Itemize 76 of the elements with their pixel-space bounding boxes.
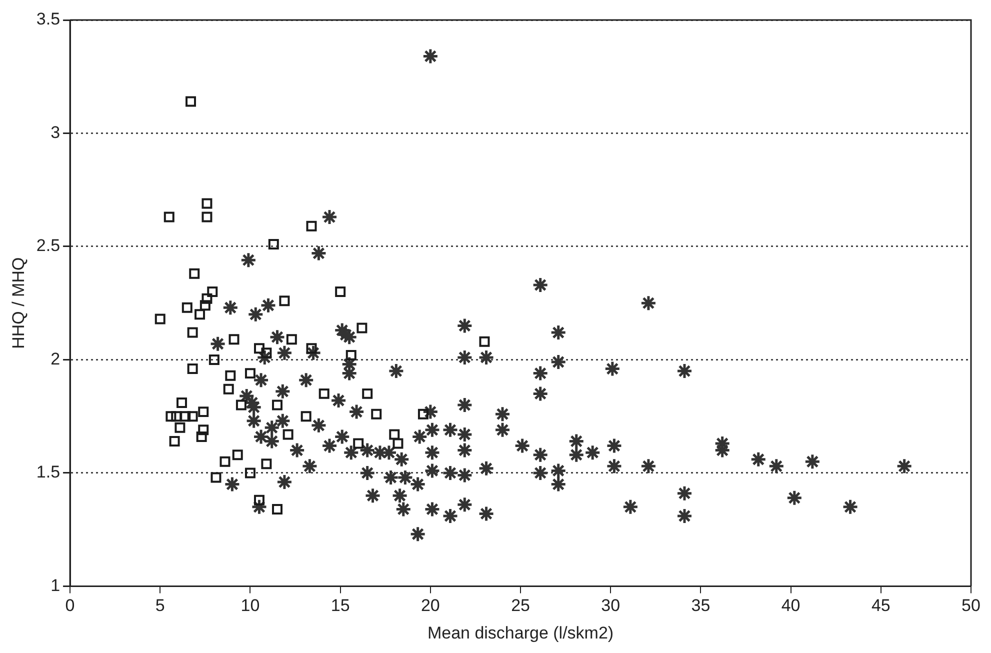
point [202, 198, 212, 209]
x-tick-label: 45 [871, 596, 890, 616]
point [171, 411, 182, 422]
point [225, 370, 236, 381]
point [335, 286, 346, 298]
point [261, 348, 272, 358]
point [244, 368, 256, 379]
point [346, 350, 356, 360]
point [202, 293, 212, 304]
y-tick-label: 1 [50, 576, 60, 595]
point [164, 212, 174, 222]
point [198, 406, 209, 418]
point [254, 343, 264, 354]
point [180, 411, 191, 422]
point [272, 400, 282, 410]
point [286, 334, 297, 345]
point [187, 411, 198, 422]
point [187, 327, 198, 338]
point [371, 408, 382, 420]
point [272, 504, 282, 514]
y-tick-label: 2.5 [36, 236, 60, 256]
x-tick-label: 50 [962, 596, 980, 616]
point [187, 364, 198, 374]
point [189, 268, 200, 279]
point [194, 309, 206, 320]
point [223, 384, 234, 394]
x-axis-title: Mean discharge (l/skm2) [427, 623, 614, 642]
x-tick-label: 35 [691, 596, 710, 616]
point [261, 458, 272, 470]
x-tick-label: 5 [155, 596, 165, 616]
point [353, 438, 364, 449]
point [418, 408, 428, 420]
point [479, 336, 490, 347]
point [207, 286, 218, 298]
point [254, 494, 264, 506]
point [174, 422, 186, 433]
x-tick-label: 25 [511, 596, 530, 616]
point [182, 302, 192, 313]
point [166, 411, 176, 422]
y-tick-label: 3 [50, 122, 60, 142]
point [282, 429, 294, 440]
x-tick-label: 10 [240, 596, 260, 616]
point [210, 472, 222, 483]
point [154, 314, 166, 324]
point [306, 343, 317, 354]
point [268, 238, 279, 250]
point [198, 424, 209, 436]
point [220, 456, 230, 467]
point [389, 429, 400, 440]
point [300, 411, 312, 422]
point [208, 354, 220, 365]
point [169, 436, 180, 446]
point [392, 438, 404, 449]
x-tick-label: 30 [601, 596, 620, 616]
y-tick-label: 2 [50, 349, 60, 368]
point [200, 300, 210, 311]
point [176, 398, 187, 408]
x-tick-label: 40 [781, 596, 800, 616]
y-axis-title: HHQ / MHQ [8, 257, 28, 349]
point [196, 431, 207, 442]
point [244, 468, 256, 478]
x-tick-label: 15 [330, 596, 350, 616]
point [362, 388, 373, 399]
point [356, 322, 368, 334]
y-tick-label: 1.5 [36, 462, 60, 482]
point [232, 450, 243, 460]
point [202, 212, 212, 222]
point [186, 96, 196, 107]
point [279, 296, 290, 306]
point [228, 334, 240, 345]
x-tick-label: 20 [420, 596, 440, 616]
point [236, 400, 246, 410]
x-tick-label: 0 [65, 596, 75, 616]
point [306, 220, 317, 232]
y-tick-label: 3.5 [36, 10, 60, 29]
point [318, 388, 330, 399]
